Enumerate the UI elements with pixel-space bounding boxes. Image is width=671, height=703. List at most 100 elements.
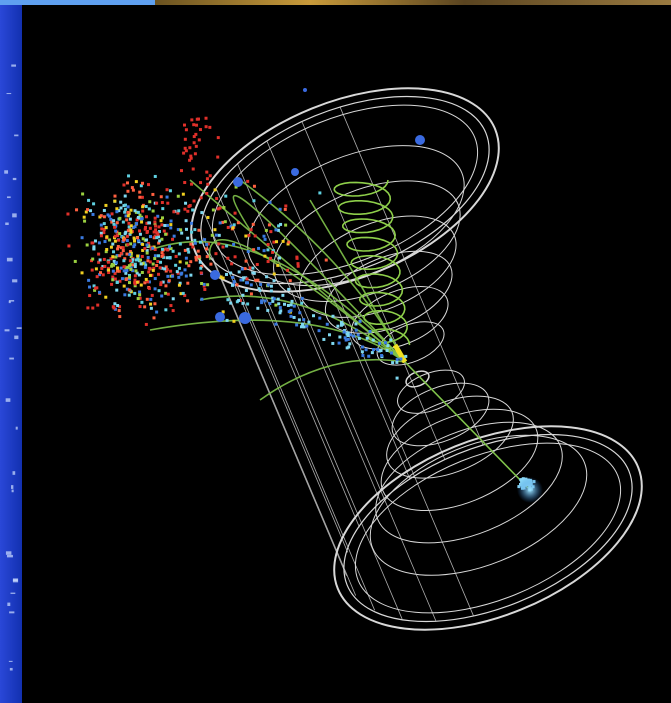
hit	[87, 278, 91, 282]
hit	[337, 341, 341, 345]
hit	[278, 207, 282, 211]
hit	[229, 301, 233, 305]
hit	[126, 265, 130, 269]
hit	[102, 222, 106, 226]
hit	[85, 243, 89, 247]
hit	[149, 297, 153, 301]
hit	[235, 283, 239, 287]
hit	[127, 264, 131, 268]
strip-speck	[5, 551, 12, 555]
hit	[204, 116, 208, 120]
hit	[123, 210, 127, 214]
inner-disk	[375, 421, 563, 544]
hit	[193, 238, 197, 242]
hit	[183, 248, 187, 252]
hit	[97, 290, 101, 294]
hit	[113, 194, 117, 198]
hit	[108, 238, 112, 242]
hit	[376, 348, 380, 352]
hit	[145, 249, 149, 253]
hit	[249, 228, 253, 232]
hit	[252, 184, 256, 188]
hit	[200, 282, 204, 286]
hit	[202, 282, 206, 286]
top-strip	[155, 0, 671, 5]
hit	[119, 266, 123, 270]
hit	[181, 291, 185, 295]
hit	[157, 230, 161, 234]
hit	[377, 349, 381, 353]
hit	[136, 236, 140, 240]
hit	[155, 231, 159, 235]
strip-speck	[11, 64, 17, 67]
hit	[125, 277, 129, 281]
hit	[92, 245, 96, 249]
hit	[302, 325, 306, 329]
hit	[279, 309, 283, 313]
hit	[325, 322, 329, 326]
hit	[233, 211, 237, 215]
hit	[104, 203, 108, 207]
hit	[218, 221, 222, 225]
hit	[88, 294, 92, 298]
hit	[267, 223, 271, 227]
hit	[147, 183, 151, 187]
hit	[129, 263, 133, 267]
hit	[216, 136, 220, 140]
hit	[263, 254, 267, 258]
hit	[256, 278, 260, 282]
hit	[105, 235, 109, 239]
hit	[259, 282, 263, 286]
hit	[241, 301, 245, 305]
hit	[97, 252, 101, 256]
hit	[183, 268, 187, 272]
hit	[184, 227, 188, 231]
hit	[135, 218, 139, 222]
hit	[140, 254, 144, 258]
hit	[131, 269, 135, 273]
hit	[266, 308, 270, 312]
hit	[98, 271, 102, 275]
hit	[162, 229, 166, 233]
hit	[266, 260, 270, 264]
hit	[179, 272, 183, 276]
hit	[198, 240, 202, 244]
hit	[189, 273, 193, 277]
hit	[204, 125, 208, 129]
hit	[127, 221, 131, 225]
hit	[286, 303, 290, 307]
hit	[206, 215, 210, 219]
hit	[176, 211, 180, 215]
strip-speck	[4, 170, 9, 174]
hit	[277, 224, 281, 228]
hit	[141, 209, 145, 213]
hit	[114, 261, 118, 265]
hit	[237, 298, 241, 302]
hit	[230, 283, 234, 287]
hit	[110, 282, 114, 286]
strip-speck	[12, 279, 18, 283]
hit	[102, 228, 106, 232]
hit	[288, 279, 292, 283]
hit	[232, 223, 236, 227]
hit	[97, 260, 101, 264]
hit	[186, 281, 190, 285]
top-left-strip	[0, 0, 155, 5]
hit	[117, 309, 121, 313]
hit	[243, 267, 247, 271]
hit	[156, 214, 160, 218]
hit	[257, 287, 261, 291]
strip-speck	[6, 554, 13, 558]
barrel-line	[212, 257, 357, 596]
hit	[129, 255, 133, 259]
hit	[143, 227, 147, 231]
hit	[179, 228, 183, 232]
hit	[157, 225, 161, 229]
hit	[106, 213, 110, 217]
hit	[113, 271, 117, 275]
hit	[134, 258, 138, 262]
endcap-ring	[333, 425, 643, 631]
hit	[121, 246, 125, 250]
hit	[307, 320, 311, 324]
hit	[183, 293, 187, 297]
